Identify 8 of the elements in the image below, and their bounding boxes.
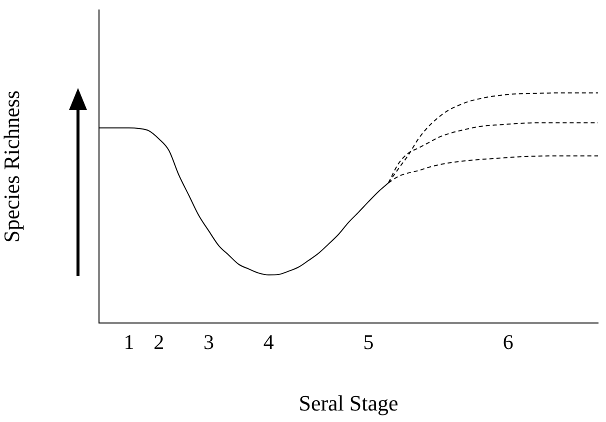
x-tick-label: 1 [124, 330, 134, 354]
x-axis-title: Seral Stage [298, 390, 398, 416]
x-tick-label: 5 [363, 330, 374, 354]
x-tick-label: 6 [502, 330, 514, 354]
x-tick-label: 2 [154, 330, 164, 354]
x-tick-label: 4 [263, 330, 274, 354]
y-axis-title: Species Richness [0, 90, 24, 243]
x-tick-label: 3 [204, 330, 214, 354]
